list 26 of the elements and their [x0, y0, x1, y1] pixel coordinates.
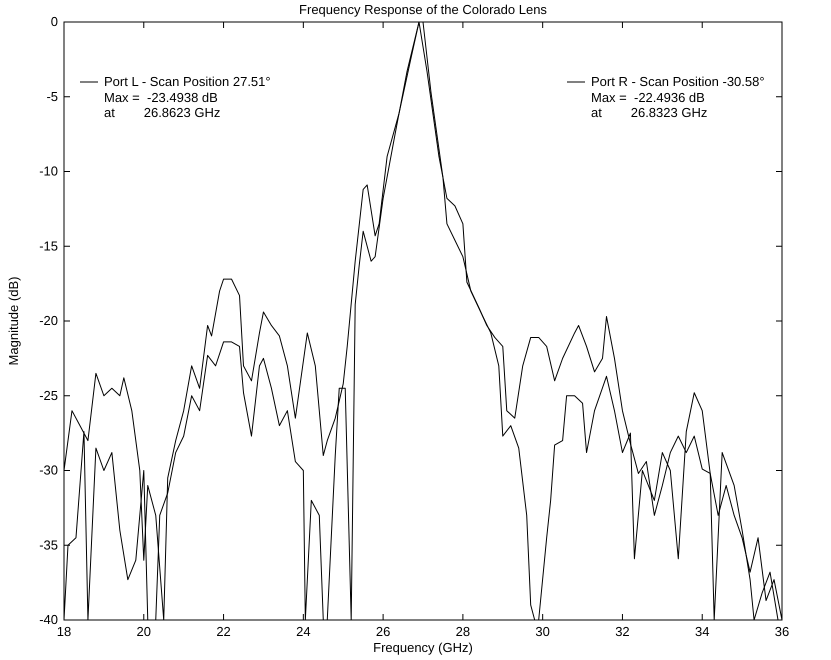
x-tick-label: 26: [376, 624, 390, 639]
y-tick-label: -30: [39, 462, 58, 478]
x-tick-label: 18: [56, 624, 72, 639]
x-tick-label: 36: [774, 624, 790, 639]
y-tick-label: -20: [39, 313, 58, 328]
y-axis-title: Magnitude (dB): [6, 276, 21, 366]
y-tick-label: 0: [50, 14, 58, 29]
x-tick-label: 32: [615, 624, 630, 639]
annotation: Max = -22.4936 dB at 26.8323 GHz: [591, 90, 708, 120]
x-axis-title: Frequency (GHz): [373, 640, 473, 655]
y-tick-label: -25: [39, 388, 58, 403]
y-tick-label: -5: [46, 88, 58, 104]
x-tick-label: 30: [535, 624, 550, 639]
y-tick-label: -35: [39, 537, 58, 552]
legend-label: Port L - Scan Position 27.51°: [104, 74, 271, 89]
annotation: Max = -23.4938 dB at 26.8623 GHz: [104, 90, 220, 120]
y-tick-label: -40: [39, 612, 58, 627]
x-tick-label: 24: [296, 624, 311, 639]
x-tick-label: 22: [216, 624, 231, 639]
chart-title: Frequency Response of the Colorado Lens: [299, 2, 548, 17]
x-tick-label: 34: [694, 624, 710, 639]
legend-label: Port R - Scan Position -30.58°: [591, 74, 765, 89]
x-tick-label: 28: [456, 624, 470, 639]
x-tick-label: 20: [136, 624, 152, 639]
y-tick-label: -10: [39, 164, 58, 178]
y-tick-label: -15: [39, 238, 58, 254]
